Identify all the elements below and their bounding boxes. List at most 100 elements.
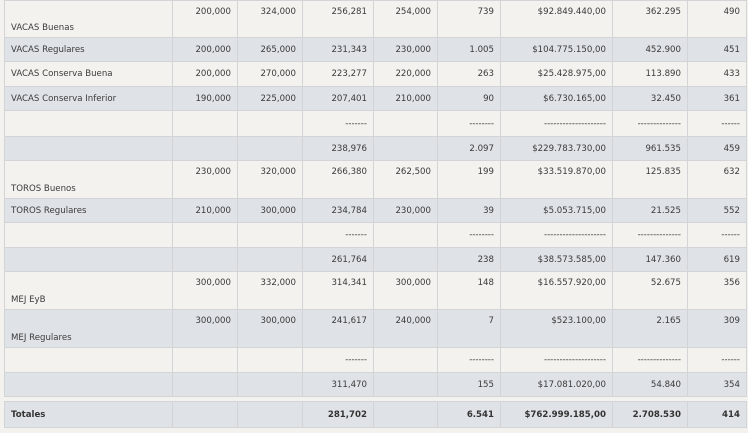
table-row: 311,470 155 $17.081.020,00 54.840 354 (4, 372, 747, 397)
cell-col-3: 256,281 (302, 0, 374, 38)
cell-col-6: -------------------- (500, 110, 613, 137)
cell-col-1 (172, 136, 238, 161)
table-row: VACAS Conserva Buena 200,000 270,000 223,27… (4, 61, 747, 87)
cell-col-8: ------ (687, 110, 747, 137)
cell-col-2: 332,000 (237, 271, 303, 310)
cell-col-1 (172, 110, 238, 137)
cell-col-6: $25.428.975,00 (500, 61, 613, 87)
cell-col-5: 739 (437, 0, 501, 38)
cell-col-4: 240,000 (373, 309, 438, 348)
cell-col-7: -------------- (612, 110, 688, 137)
cell-col-3: 231,343 (302, 37, 374, 62)
cell-col-6: $92.849.440,00 (500, 0, 613, 38)
cell-col-6: -------------------- (500, 222, 613, 248)
cell-col-3: ------- (302, 222, 374, 248)
cell-col-4 (373, 247, 438, 272)
cell-col-5: 2.097 (437, 136, 501, 161)
cell-col-7: 452.900 (612, 37, 688, 62)
cell-col-5: 238 (437, 247, 501, 272)
row-label (4, 110, 173, 137)
cell-col-4: 230,000 (373, 198, 438, 223)
row-label: VACAS Buenas (4, 0, 173, 38)
cell-col-5: 199 (437, 160, 501, 199)
cell-col-7: -------------- (612, 222, 688, 248)
table-row: VACAS Conserva Inferior 190,000 225,000 207… (4, 86, 747, 111)
cell-col-8: 619 (687, 247, 747, 272)
cell-col-3: 261,764 (302, 247, 374, 272)
cell-col-1: 300,000 (172, 309, 238, 348)
cell-col-5: -------- (437, 347, 501, 373)
cell-col-4: 254,000 (373, 0, 438, 38)
cell-col-1: 200,000 (172, 37, 238, 62)
cell-col-8: 632 (687, 160, 747, 199)
cell-col-1 (172, 372, 238, 397)
cell-col-2 (237, 372, 303, 397)
cell-col-6: -------------------- (500, 347, 613, 373)
row-label (4, 222, 173, 248)
row-label (4, 372, 173, 397)
totals-cell-6: $762.999.185,00 (500, 401, 613, 428)
cell-col-5: 7 (437, 309, 501, 348)
row-label: VACAS Conserva Buena (4, 61, 173, 87)
cell-col-7: 362.295 (612, 0, 688, 38)
cell-col-7: 2.165 (612, 309, 688, 348)
cell-col-3: 207,401 (302, 86, 374, 111)
cell-col-6: $104.775.150,00 (500, 37, 613, 62)
row-label: VACAS Conserva Inferior (4, 86, 173, 111)
cell-col-4 (373, 372, 438, 397)
row-label: MEJ Regulares (4, 309, 173, 348)
cell-col-8: 459 (687, 136, 747, 161)
cell-col-5: -------- (437, 110, 501, 137)
cell-col-5: -------- (437, 222, 501, 248)
cell-col-2 (237, 136, 303, 161)
cell-col-3: 234,784 (302, 198, 374, 223)
row-label: VACAS Regulares (4, 37, 173, 62)
cell-col-7: 147.360 (612, 247, 688, 272)
cell-col-6: $229.783.730,00 (500, 136, 613, 161)
cell-col-4: 300,000 (373, 271, 438, 310)
cell-col-1 (172, 222, 238, 248)
cell-col-7: -------------- (612, 347, 688, 373)
cell-col-3: 266,380 (302, 160, 374, 199)
cell-col-1: 210,000 (172, 198, 238, 223)
cell-col-8: 354 (687, 372, 747, 397)
row-label: TOROS Regulares (4, 198, 173, 223)
row-label (4, 136, 173, 161)
cell-col-8: 309 (687, 309, 747, 348)
cell-col-4 (373, 136, 438, 161)
table-row: ------- -------- -------------------- -----… (4, 110, 747, 137)
table-row: 238,976 2.097 $229.783.730,00 961.535 459 (4, 136, 747, 161)
cell-col-1: 200,000 (172, 0, 238, 38)
cell-col-5: 263 (437, 61, 501, 87)
table-row: MEJ Regulares 300,000 300,000 241,617 240,00… (4, 309, 747, 348)
cell-col-7: 113.890 (612, 61, 688, 87)
cell-col-2 (237, 347, 303, 373)
totals-cell-4 (373, 401, 438, 428)
cell-col-1 (172, 347, 238, 373)
table-footer: Totales 281,702 6.541 $762.999.185,00 2.… (4, 396, 747, 428)
cell-col-8: 356 (687, 271, 747, 310)
totals-cell-8: 414 (687, 401, 747, 428)
cell-col-4 (373, 222, 438, 248)
table-row: MEJ EyB 300,000 332,000 314,341 300,000 148 $1… (4, 271, 747, 310)
cell-col-3: 223,277 (302, 61, 374, 87)
cattle-price-table: VACAS Buenas 200,000 324,000 256,281 254,000… (4, 0, 747, 428)
cell-col-2: 270,000 (237, 61, 303, 87)
table-row: VACAS Buenas 200,000 324,000 256,281 254,000… (4, 0, 747, 38)
table-row: ------- -------- -------------------- -----… (4, 222, 747, 248)
cell-col-4: 230,000 (373, 37, 438, 62)
cell-col-7: 961.535 (612, 136, 688, 161)
row-label: MEJ EyB (4, 271, 173, 310)
cell-col-2: 300,000 (237, 198, 303, 223)
table-row: TOROS Buenos 230,000 320,000 266,380 262,500… (4, 160, 747, 199)
cell-col-8: ------ (687, 222, 747, 248)
totals-cell-5: 6.541 (437, 401, 501, 428)
cell-col-1: 230,000 (172, 160, 238, 199)
cell-col-2 (237, 222, 303, 248)
cell-col-2: 225,000 (237, 86, 303, 111)
cell-col-3: 241,617 (302, 309, 374, 348)
cell-col-7: 21.525 (612, 198, 688, 223)
row-label (4, 347, 173, 373)
cell-col-5: 155 (437, 372, 501, 397)
totals-cell-7: 2.708.530 (612, 401, 688, 428)
